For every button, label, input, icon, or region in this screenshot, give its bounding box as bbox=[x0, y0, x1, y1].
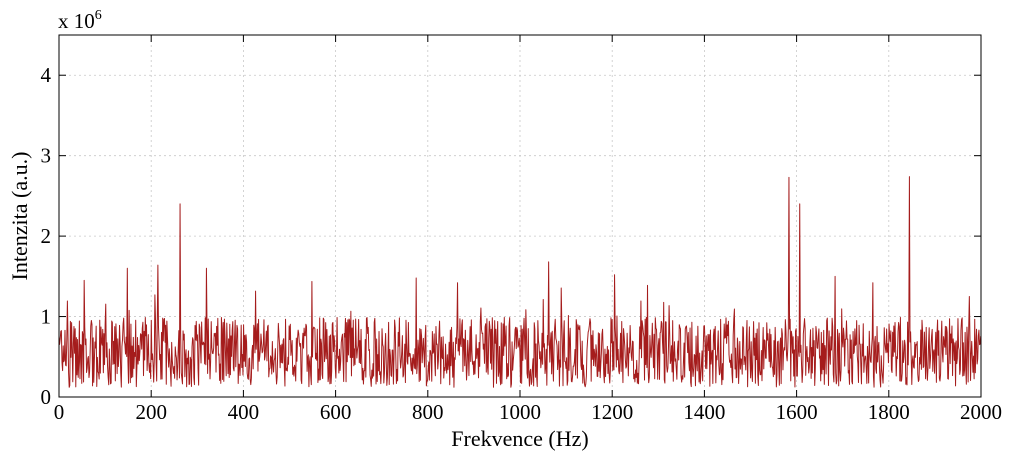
y-tick-label: 2 bbox=[41, 224, 52, 248]
x-tick-label: 400 bbox=[228, 400, 260, 424]
x-tick-label: 1000 bbox=[499, 400, 541, 424]
x-tick-label: 1200 bbox=[591, 400, 633, 424]
series-intensity bbox=[58, 176, 982, 388]
y-axis-label: Intenzita (a.u.) bbox=[7, 152, 32, 281]
x-tick-label: 600 bbox=[320, 400, 352, 424]
x-axis-label: Frekvence (Hz) bbox=[451, 426, 588, 451]
y-tick-label: 3 bbox=[41, 144, 52, 168]
y-multiplier-label: x 106 bbox=[58, 8, 102, 33]
series-line bbox=[58, 176, 982, 388]
x-axis: 0 200 400 600 800 1000 1200 1400 1600 1800 2000 bbox=[54, 35, 1002, 424]
x-tick-label: 1600 bbox=[776, 400, 818, 424]
y-multiplier-exponent: 6 bbox=[95, 8, 102, 23]
x-tick-label: 1800 bbox=[868, 400, 910, 424]
y-tick-label: 1 bbox=[41, 305, 52, 329]
x-tick-label: 200 bbox=[135, 400, 167, 424]
x-tick-label: 800 bbox=[412, 400, 444, 424]
grid bbox=[59, 35, 981, 397]
y-tick-label: 0 bbox=[41, 385, 52, 409]
x-tick-label: 1400 bbox=[683, 400, 725, 424]
x-tick-label: 2000 bbox=[960, 400, 1002, 424]
y-axis: 0 1 2 3 4 bbox=[41, 63, 981, 409]
x-tick-label: 0 bbox=[54, 400, 65, 424]
y-tick-label: 4 bbox=[41, 63, 52, 87]
